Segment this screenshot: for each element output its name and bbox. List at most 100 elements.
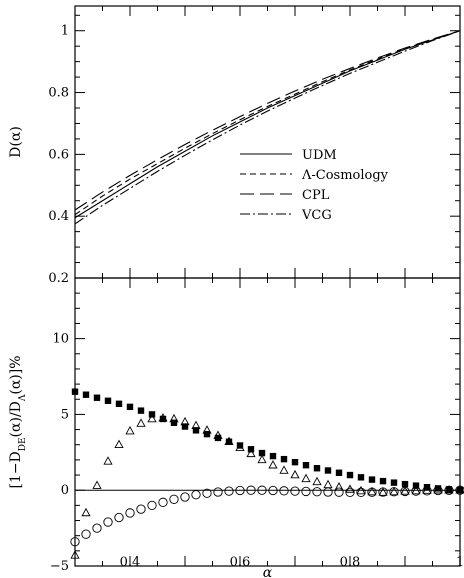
marker-open-triangle: [257, 454, 267, 464]
marker-open-circle: [367, 487, 377, 497]
marker-open-circle: [378, 487, 388, 497]
marker-open-triangle: [213, 430, 223, 439]
top-legend: UDM Λ-Cosmology CPL VCG: [240, 148, 389, 223]
marker-open-circle: [301, 486, 311, 497]
marker-open-circle: [81, 529, 91, 539]
marker-open-triangle: [433, 485, 443, 494]
marker-open-circle: [279, 486, 289, 496]
marker-filled-square: [357, 474, 365, 481]
marker-open-circle: [147, 500, 157, 511]
marker-open-circle: [246, 485, 256, 495]
marker-open-circle: [257, 485, 267, 495]
marker-open-triangle: [103, 456, 113, 465]
marker-open-circle: [125, 508, 135, 518]
marker-filled-square: [214, 434, 222, 442]
bottom-plot-frame: [74, 277, 461, 567]
marker-open-triangle: [455, 485, 464, 494]
marker-filled-square: [412, 482, 420, 489]
bottom-ytick-label: 0: [61, 483, 69, 498]
marker-open-triangle: [246, 448, 256, 458]
bottom-ytick-label: 5: [61, 407, 69, 422]
marker-open-circle: [389, 487, 399, 497]
marker-open-circle: [136, 504, 146, 514]
marker-open-circle: [158, 497, 168, 507]
marker-open-triangle: [92, 480, 102, 489]
marker-filled-square: [379, 477, 387, 485]
marker-filled-square: [82, 391, 90, 398]
marker-open-triangle: [202, 425, 212, 434]
series-line-solid: [74, 30, 461, 219]
bottom-y-axis-label: [1−DDE(α)/DΛ(α)]%: [8, 355, 28, 488]
bottom-ticks: [74, 277, 461, 567]
marker-open-circle: [356, 487, 366, 497]
legend-label: VCG: [301, 208, 332, 223]
legend-label: Λ-Cosmology: [301, 168, 389, 183]
marker-filled-square: [126, 403, 134, 411]
top-panel: 0.2 0.4 0.6 0.8 1 UDM Λ-Cosmology CPL VCG D(α): [8, 5, 461, 286]
series-line-dashed: [74, 30, 461, 216]
bottom-ytick-labels: −5 0 5 10: [50, 332, 69, 574]
marker-filled-square: [302, 462, 310, 469]
marker-open-triangle: [136, 418, 146, 427]
marker-open-triangle: [81, 507, 91, 517]
marker-open-triangle: [367, 486, 377, 496]
marker-open-triangle: [312, 476, 322, 486]
series-line-long-dash: [74, 30, 461, 211]
marker-open-triangle: [114, 439, 124, 448]
bottom-series-markers: [70, 388, 464, 559]
top-ytick-label: 0.4: [48, 209, 69, 224]
top-ytick-label: 0.8: [48, 86, 69, 101]
top-ytick-label: 1: [61, 24, 69, 39]
marker-filled-square: [390, 479, 398, 486]
marker-open-triangle: [334, 482, 344, 491]
marker-open-circle: [422, 486, 432, 496]
marker-filled-square: [401, 480, 409, 488]
marker-open-circle: [92, 523, 102, 533]
marker-open-triangle: [411, 485, 421, 495]
marker-open-triangle: [323, 479, 333, 489]
bottom-ytick-label: 10: [52, 332, 69, 347]
bottom-xtick-label: 1: [456, 555, 464, 570]
marker-open-triangle: [378, 487, 388, 496]
bottom-y-axis-label-text: [1−DDE(α)/DΛ(α)]%: [8, 355, 28, 488]
marker-filled-square: [280, 455, 288, 463]
marker-filled-square: [181, 423, 189, 430]
marker-open-triangle: [147, 413, 157, 423]
legend-label: UDM: [302, 148, 337, 163]
marker-open-triangle: [356, 485, 366, 495]
bottom-ytick-label: −5: [50, 559, 69, 574]
marker-open-triangle: [169, 413, 179, 423]
bottom-xtick-label: 0.6: [230, 555, 251, 570]
marker-open-triangle: [290, 469, 300, 479]
top-ticks: [74, 6, 461, 279]
top-plot-frame: [74, 5, 461, 279]
marker-open-circle: [213, 487, 223, 497]
marker-open-triangle: [268, 460, 278, 469]
marker-open-triangle: [279, 465, 289, 474]
marker-open-circle: [323, 487, 333, 497]
marker-open-circle: [455, 485, 464, 495]
marker-open-triangle: [444, 485, 454, 494]
series-line-dash-dot: [74, 30, 461, 225]
marker-open-circle: [180, 492, 190, 502]
marker-open-circle: [268, 485, 278, 496]
marker-open-circle: [114, 512, 124, 523]
marker-open-circle: [444, 485, 454, 496]
marker-open-circle: [202, 488, 212, 498]
marker-open-circle: [169, 494, 179, 504]
bottom-xtick-label: 0.4: [120, 555, 141, 570]
marker-open-circle: [191, 490, 201, 500]
marker-open-triangle: [191, 420, 201, 430]
marker-open-circle: [70, 537, 80, 547]
marker-filled-square: [159, 415, 167, 423]
marker-open-triangle: [158, 413, 168, 422]
marker-open-triangle: [422, 485, 432, 494]
bottom-xtick-label: 0.8: [340, 555, 361, 570]
marker-filled-square: [225, 438, 233, 445]
marker-filled-square: [335, 469, 343, 476]
marker-open-triangle: [301, 473, 311, 483]
marker-open-triangle: [224, 436, 234, 445]
marker-open-circle: [235, 485, 245, 496]
marker-filled-square: [456, 487, 464, 494]
